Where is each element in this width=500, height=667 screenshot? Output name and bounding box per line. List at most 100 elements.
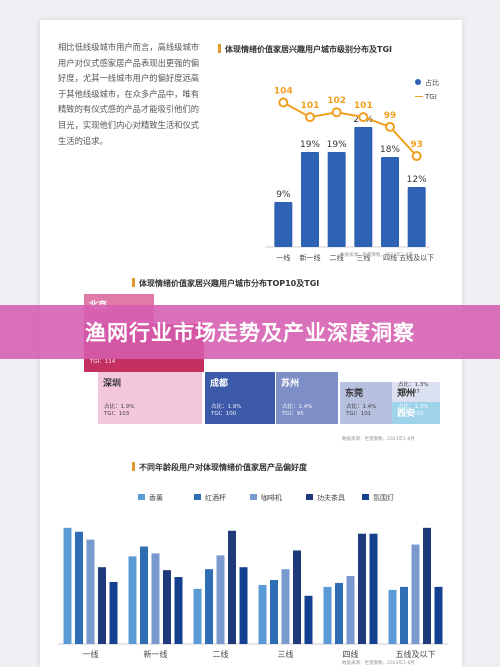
legend-label: 氛围灯: [373, 494, 394, 502]
chart2-bar: [75, 531, 83, 644]
banner-title: 渔网行业市场走势及产业深度洞察: [85, 321, 415, 345]
treemap-city-label: 苏州: [281, 379, 300, 389]
chart2-bar: [174, 577, 183, 644]
treemap-stat: TGI：97: [398, 389, 420, 395]
chart2-bar: [128, 556, 137, 644]
chart1-svg: 9%一线19%新一线19%二线24%三线18%四线12%五线及以下1041011…: [265, 86, 434, 262]
treemap-tile: 苏州占比：1.4% TGI：95: [276, 372, 338, 424]
chart2-x-tick: 一线: [83, 649, 99, 659]
treemap-city-label: 成都: [210, 379, 229, 389]
chart2-legend-item: 功夫茶具: [306, 493, 345, 503]
chart1-title-text: 体现情绪价值家居兴趣用户城市级别分布及TGI: [225, 45, 392, 54]
treemap-tile: 东莞占比：1.4% TGI：101: [340, 382, 392, 424]
legend-swatch-icon: [362, 494, 369, 500]
treemap-stat: TGI：101: [346, 411, 372, 417]
title-marker-icon: [132, 278, 135, 287]
chart2-title-text: 不同年龄段用户对体现情绪价值家居产品偏好度: [139, 463, 307, 472]
chart1-bar: [354, 127, 373, 247]
chart2-bar: [411, 544, 420, 644]
chart1-tgi-label: 102: [327, 96, 346, 106]
chart1-bar-label: 19%: [300, 140, 320, 150]
chart1-tgi-point: [411, 151, 422, 162]
chart1-legend-tgi: TGI: [415, 93, 437, 101]
chart2-bar: [193, 588, 202, 644]
treemap-stats: 占比：1.3% TGI：97: [398, 382, 428, 396]
chart2-bar: [216, 555, 225, 644]
legend-swatch-icon: [250, 494, 257, 500]
chart1-x-tick: 五线及以下: [399, 253, 434, 262]
treemap-stats: 占比：1.3% TGI：100: [398, 404, 428, 418]
chart1-tgi-point: [278, 97, 289, 108]
legend-swatch-icon: [306, 494, 313, 500]
chart2-bar: [239, 567, 248, 644]
chart1-source-note: 数据来源：巨量算数，2023年1-8月: [340, 253, 413, 258]
legend-label: TGI: [425, 93, 437, 101]
treemap-tile: 郑州 占比：1.3% TGI：97: [392, 382, 440, 402]
chart2-bar: [358, 533, 366, 644]
treemap-source-note: 数据来源：巨量算数，2023年1-8月: [342, 437, 415, 442]
legend-line-icon: [415, 96, 423, 97]
chart1-tgi-label: 101: [301, 101, 320, 111]
chart2-svg: 一线 新一线 二线 三线 四线 五线及以下: [58, 527, 448, 659]
chart1-bar-label: 12%: [407, 175, 427, 185]
chart2-bar: [335, 582, 343, 644]
legend-label: 功夫茶具: [317, 494, 345, 502]
treemap-stats: 占比：1.9% TGI：103: [104, 404, 134, 418]
chart2-bar: [258, 584, 267, 644]
chart2-legend-item: 咖啡机: [250, 493, 282, 503]
chart2-bar: [323, 586, 332, 644]
treemap-stat: 占比：1.3%: [398, 382, 429, 388]
chart2-legend-item: 红酒杯: [194, 493, 226, 503]
legend-label: 占比: [425, 79, 439, 87]
legend-swatch-icon: [194, 494, 201, 500]
treemap-city-label: 郑州: [397, 389, 416, 399]
treemap-stats: 占比：1.4% TGI：101: [346, 404, 376, 418]
chart2-bar: [369, 533, 378, 644]
chart2-bar: [86, 539, 95, 644]
chart2-x-tick: 五线及以下: [396, 649, 436, 659]
chart1-tgi-point: [385, 121, 395, 132]
chart1-bar-label: 9%: [276, 190, 291, 200]
chart2-bar: [98, 567, 106, 644]
chart2-bar: [140, 546, 148, 644]
chart2-legend-item: 香薰: [138, 493, 163, 503]
treemap-city-label: 深圳: [103, 379, 122, 389]
treemap-stat: TGI：100: [398, 411, 424, 417]
chart1-tgi-label: 101: [354, 101, 373, 111]
chart2-bar: [109, 581, 118, 644]
chart2-bar: [400, 586, 408, 644]
chart1-tgi-point: [305, 112, 315, 123]
chart2-bar: [270, 580, 278, 644]
treemap-stat: 占比：1.9%: [104, 404, 135, 410]
treemap-title: 体现情绪价值家居兴趣用户城市分布TOP10及TGI: [132, 278, 319, 289]
chart2-bar: [63, 527, 72, 644]
chart2-bar: [281, 569, 290, 644]
chart1-tgi-label: 93: [410, 140, 423, 150]
treemap-stat: 占比：1.3%: [398, 404, 429, 410]
chart1-tgi-label: 104: [274, 86, 293, 96]
treemap-stat: TGI：95: [282, 411, 304, 417]
chart1-tgi-label: 99: [384, 111, 397, 121]
chart1-bar-label: 19%: [327, 140, 347, 150]
chart2-legend-item: 氛围灯: [362, 493, 394, 503]
chart2-source-note: 数据来源：巨量算数，2023年1-8月: [342, 661, 415, 666]
chart2-x-tick: 二线: [213, 649, 229, 659]
treemap-stat: TGI：114: [90, 359, 116, 365]
treemap-city-label: 东莞: [345, 389, 364, 399]
chart1-bar: [381, 157, 399, 247]
chart2-bar: [388, 589, 397, 644]
title-marker-icon: [132, 462, 135, 471]
legend-dot-icon: [415, 79, 421, 85]
treemap-city-label: 西安: [397, 409, 416, 419]
chart2-bar: [293, 550, 301, 644]
treemap-stat: 占比：1.4%: [282, 404, 313, 410]
chart2-x-tick: 三线: [278, 649, 294, 659]
chart2-bar: [304, 595, 313, 644]
treemap-stats: TGI：114: [90, 359, 115, 366]
chart2-bar: [434, 586, 443, 644]
chart2-bar: [423, 527, 431, 644]
legend-label: 香薰: [149, 494, 163, 502]
treemap-stat: TGI：103: [104, 411, 130, 417]
chart1-tgi-point: [358, 112, 369, 123]
chart2-bar: [346, 576, 355, 644]
